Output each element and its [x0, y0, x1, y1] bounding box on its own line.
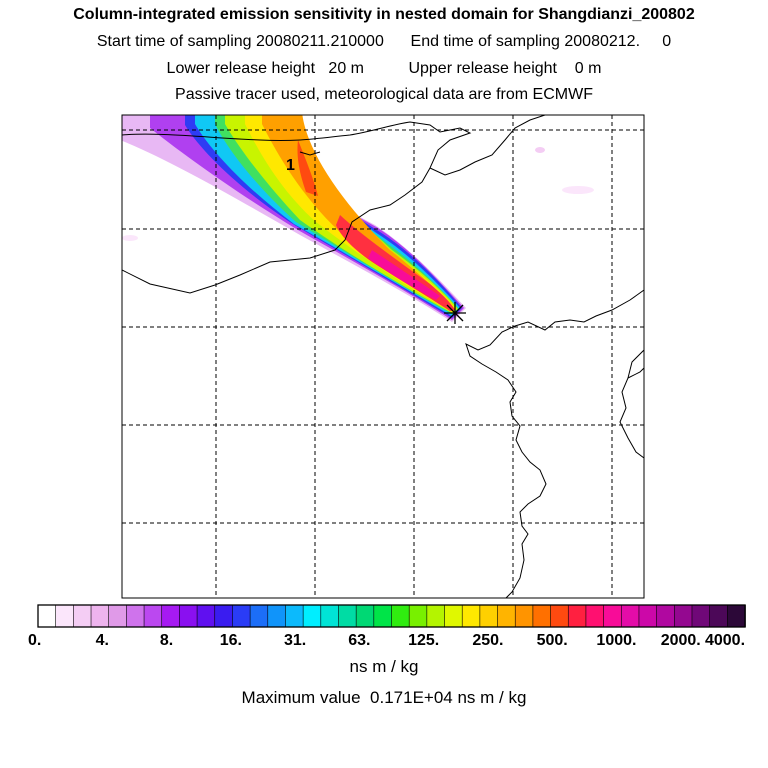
colorbar-swatch — [585, 604, 605, 628]
coastline — [299, 151, 321, 156]
colorbar-swatch — [179, 604, 198, 628]
colorbar-tick-label: 125. — [408, 632, 439, 649]
maximum-value-label: Maximum value 0.171E+04 ns m / kg — [241, 688, 527, 707]
colorbar-swatch — [196, 604, 216, 628]
plume-layer-orange — [262, 115, 455, 311]
colorbar-swatch — [126, 604, 145, 628]
colorbar-swatch — [426, 604, 446, 628]
colorbar-tick-label: 4. — [96, 632, 109, 649]
colorbar-tick-label: 16. — [220, 632, 242, 649]
colorbar-swatch — [638, 604, 658, 628]
coastline — [619, 349, 644, 459]
colorbar-frame — [37, 604, 746, 628]
sampling-time-line: Start time of sampling 20080211.210000 E… — [96, 33, 672, 50]
colorbar-tick-label: 1000. — [596, 632, 636, 649]
colorbar-swatch — [320, 604, 340, 628]
colorbar-swatch — [479, 604, 499, 628]
colorbar-swatch — [567, 604, 587, 628]
graticule — [122, 115, 644, 598]
colorbar-tick-label: 2000. — [661, 632, 701, 649]
plume-layer-magenta — [368, 250, 440, 300]
colorbar-swatch — [497, 604, 517, 628]
colorbar-swatch — [355, 604, 375, 628]
units-label: ns m / kg — [349, 657, 419, 676]
colorbar-swatch — [373, 604, 393, 628]
colorbar-tick-label: 31. — [284, 632, 306, 649]
colorbar-swatch — [302, 604, 322, 628]
colorbar-swatch — [55, 604, 75, 628]
colorbar-swatch — [461, 604, 481, 628]
map-frame — [121, 114, 645, 599]
colorbar-swatch — [444, 604, 463, 628]
station-marker — [444, 302, 466, 324]
faint-patch — [122, 235, 138, 241]
colorbar-tick-label: 4000. — [705, 632, 745, 649]
colorbar-swatch — [214, 604, 234, 628]
colorbar-swatch — [73, 604, 92, 628]
colorbar-swatch — [514, 604, 534, 628]
coastline — [627, 367, 644, 379]
colorbar-swatch — [249, 604, 269, 628]
colorbar-swatch — [37, 604, 57, 628]
colorbar-tick-label: 63. — [348, 632, 370, 649]
colorbar-swatch — [108, 604, 128, 628]
plot-title: Column-integrated emission sensitivity i… — [73, 6, 695, 23]
contour-label: 1 — [286, 157, 295, 174]
release-height-line: Lower release height 20 m Upper release … — [166, 60, 602, 77]
colorbar-tick-label: 8. — [160, 632, 173, 649]
colorbar-swatch — [727, 604, 746, 628]
plume-layer-red-north — [297, 140, 318, 196]
colorbar-swatch — [338, 604, 357, 628]
faint-patch — [535, 147, 545, 153]
colorbar-swatch — [143, 604, 163, 628]
faint-patch — [562, 186, 594, 194]
colorbar-swatch — [709, 604, 729, 628]
colorbar-swatch — [161, 604, 181, 628]
coastline — [429, 115, 546, 176]
colorbar-tick-label: 500. — [537, 632, 568, 649]
colorbar-swatch — [267, 604, 287, 628]
colorbar-swatch — [532, 604, 552, 628]
colorbar-swatch — [232, 604, 251, 628]
colorbar-swatch — [620, 604, 640, 628]
colorbar-swatch — [656, 604, 676, 628]
colorbar-swatch — [408, 604, 428, 628]
colorbar-swatch — [691, 604, 711, 628]
colorbar-tick-label: 250. — [472, 632, 503, 649]
colorbar-swatch — [391, 604, 410, 628]
colorbar-swatch — [550, 604, 570, 628]
colorbar-swatch — [673, 604, 693, 628]
colorbar-swatch — [603, 604, 623, 628]
coastline — [465, 289, 644, 598]
colorbar-swatch — [90, 604, 110, 628]
coastline — [122, 121, 472, 294]
colorbar-tick-label: 0. — [28, 632, 41, 649]
colorbar-swatch — [285, 604, 304, 628]
tracer-info-line: Passive tracer used, meteorological data… — [175, 86, 593, 103]
